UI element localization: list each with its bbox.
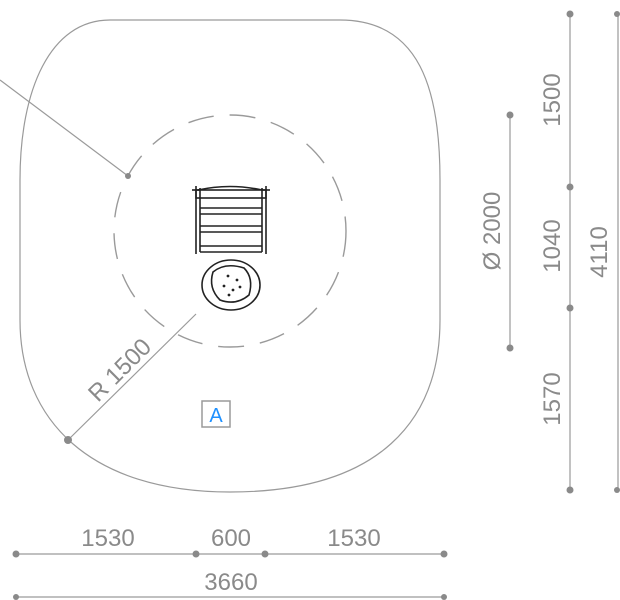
right-segment-2-label: 1040 — [539, 219, 566, 272]
bottom-dim-tick-3 — [261, 550, 269, 558]
right-segment-1-label: 1500 — [539, 73, 566, 126]
right-segment-3-label: 1570 — [539, 372, 566, 425]
bottom-dim-tick-4 — [440, 550, 448, 558]
bottom-dim-tick-2 — [192, 550, 200, 558]
bottom-segment-2-label: 600 — [211, 525, 251, 552]
radius-point-bottom — [64, 436, 72, 444]
bottom-total-label: 3660 — [204, 569, 257, 596]
radius-leader-top — [0, 79, 129, 177]
diameter-dim-end-bottom — [506, 344, 514, 352]
right-total-label: 4110 — [586, 226, 613, 278]
diameter-label: Ø 2000 — [479, 192, 506, 271]
bottom-segment-3-label: 1530 — [327, 525, 380, 552]
radius-point-top — [125, 173, 131, 179]
right-dim-tick-1 — [566, 10, 574, 18]
right-dim-tick-2 — [566, 183, 574, 191]
right-dim-tick-4 — [566, 486, 574, 494]
free-space-circle — [113, 114, 347, 348]
marker-a-label: A — [209, 405, 223, 427]
marker-a: A — [201, 400, 231, 428]
bottom-segment-1-label: 1530 — [81, 525, 134, 552]
bottom-dim-tick-1 — [12, 550, 20, 558]
radius-leader-bottom — [67, 313, 197, 441]
diameter-dim-end-top — [506, 111, 514, 119]
bottom-total-tick-left — [13, 594, 19, 600]
right-total-tick-top — [614, 11, 620, 17]
frame-equipment — [192, 185, 270, 254]
right-total-tick-bottom — [614, 487, 620, 493]
safety-zone-outline — [19, 19, 441, 493]
bottom-total-tick-right — [441, 594, 447, 600]
radius-label: R 1500 — [83, 333, 157, 407]
right-dim-tick-3 — [566, 304, 574, 312]
round-stump-equipment — [201, 259, 261, 311]
